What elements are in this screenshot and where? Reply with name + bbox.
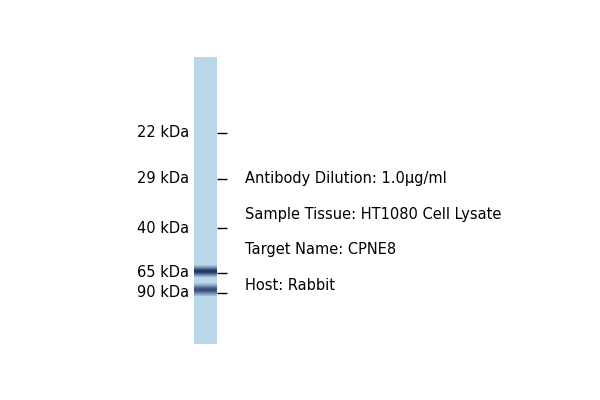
Text: 65 kDa: 65 kDa xyxy=(137,265,189,280)
Text: Sample Tissue: HT1080 Cell Lysate: Sample Tissue: HT1080 Cell Lysate xyxy=(245,207,501,222)
Text: 90 kDa: 90 kDa xyxy=(137,285,189,300)
Text: 22 kDa: 22 kDa xyxy=(137,125,189,140)
Bar xyxy=(194,57,217,344)
Text: 29 kDa: 29 kDa xyxy=(137,171,189,186)
Text: Host: Rabbit: Host: Rabbit xyxy=(245,278,335,293)
Text: Antibody Dilution: 1.0µg/ml: Antibody Dilution: 1.0µg/ml xyxy=(245,171,446,186)
Text: Target Name: CPNE8: Target Name: CPNE8 xyxy=(245,242,396,257)
Text: 40 kDa: 40 kDa xyxy=(137,221,189,236)
